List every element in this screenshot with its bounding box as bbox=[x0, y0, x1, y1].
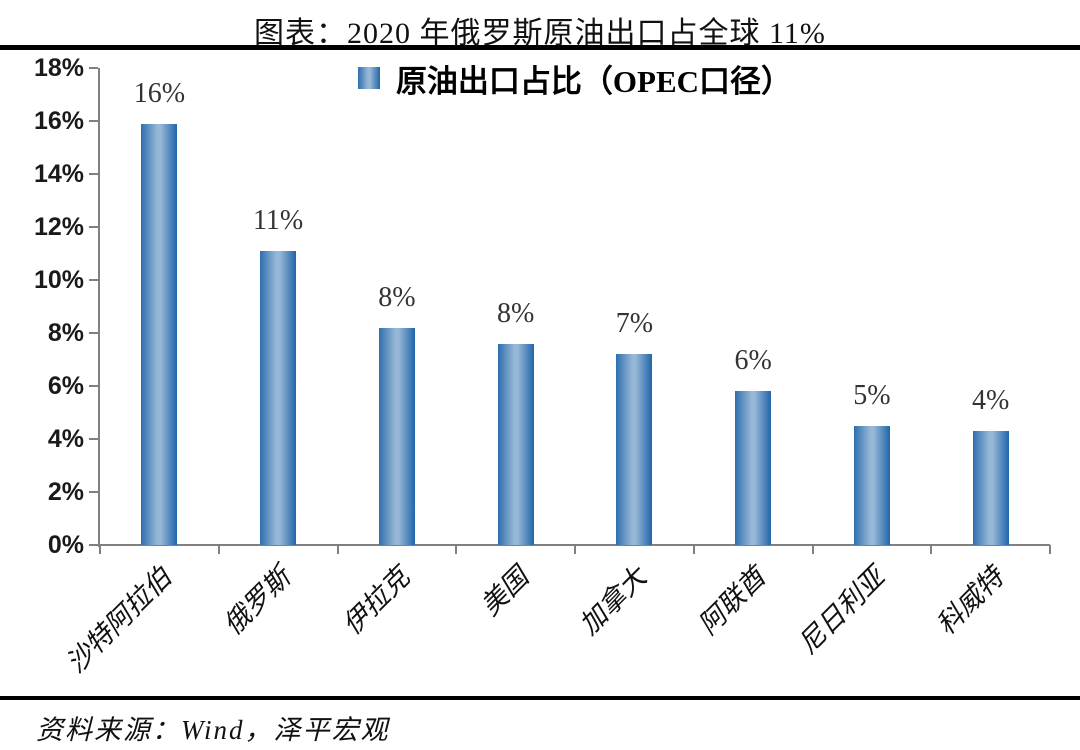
y-tick-mark bbox=[89, 120, 98, 122]
chart-legend: 原油出口占比（OPEC口径） bbox=[100, 58, 1050, 99]
y-tick-mark bbox=[89, 332, 98, 334]
bar-value-label-usa: 8% bbox=[496, 297, 535, 329]
bar-nigeria bbox=[853, 425, 890, 545]
bar-kuwait bbox=[972, 431, 1009, 545]
y-axis-tick-label: 2% bbox=[47, 478, 84, 506]
bar-iraq bbox=[378, 327, 415, 545]
y-tick-mark bbox=[89, 491, 98, 493]
x-label-nigeria: 尼日利亚 bbox=[792, 561, 891, 660]
bar-uae bbox=[735, 391, 772, 545]
y-tick-mark bbox=[89, 279, 98, 281]
bar-value-label-saudi-arabia: 16% bbox=[133, 77, 186, 109]
bar-canada bbox=[616, 354, 653, 545]
y-axis-tick-label: 12% bbox=[33, 213, 84, 241]
bar-value-label-canada: 7% bbox=[615, 308, 654, 340]
y-axis-tick-label: 10% bbox=[33, 266, 84, 294]
x-tick-mark bbox=[455, 545, 458, 554]
y-axis-tick-label: 0% bbox=[47, 531, 84, 559]
x-tick-mark bbox=[1049, 545, 1051, 554]
title-divider-rule bbox=[0, 45, 1080, 50]
source-note: 资料来源：Wind，泽平宏观 bbox=[36, 715, 390, 745]
x-tick-mark bbox=[217, 545, 220, 554]
x-label-saudi-arabia: 沙特阿拉伯 bbox=[60, 561, 178, 679]
y-axis-tick-label: 6% bbox=[47, 372, 84, 400]
bar-value-label-uae: 6% bbox=[734, 345, 772, 377]
legend-swatch-icon bbox=[357, 67, 380, 89]
y-tick-mark bbox=[89, 173, 98, 175]
bar-value-label-kuwait: 4% bbox=[971, 385, 1010, 417]
legend-label: 原油出口占比（OPEC口径） bbox=[395, 63, 793, 99]
y-axis-tick-label: 4% bbox=[47, 425, 84, 453]
x-tick-mark bbox=[692, 545, 695, 554]
y-tick-mark bbox=[89, 67, 98, 69]
x-tick-mark bbox=[811, 545, 814, 554]
y-tick-mark bbox=[89, 438, 98, 440]
bar-value-label-iraq: 8% bbox=[378, 281, 416, 313]
chart-title: 图表：2020 年俄罗斯原油出口占全球 11% bbox=[254, 17, 826, 50]
footer-divider-rule bbox=[0, 696, 1080, 700]
x-label-kuwait: 科威特 bbox=[930, 561, 1009, 641]
x-tick-mark bbox=[574, 545, 576, 554]
bar-value-label-russia: 11% bbox=[252, 204, 304, 236]
x-label-usa: 美国 bbox=[474, 561, 534, 622]
x-tick-mark bbox=[336, 545, 339, 554]
bar-saudi-arabia bbox=[141, 123, 178, 545]
x-tick-mark bbox=[99, 545, 101, 554]
bar-russia bbox=[260, 250, 297, 545]
y-tick-mark bbox=[89, 544, 98, 546]
x-label-canada: 加拿大 bbox=[574, 561, 653, 641]
y-axis-tick-label: 8% bbox=[47, 319, 84, 347]
y-axis-line bbox=[98, 68, 100, 547]
y-axis-tick-label: 14% bbox=[33, 160, 84, 188]
y-tick-mark bbox=[89, 226, 98, 228]
x-tick-mark bbox=[930, 545, 933, 554]
x-label-uae: 阿联酋 bbox=[692, 561, 772, 641]
y-axis-tick-label: 16% bbox=[33, 107, 84, 135]
x-label-iraq: 伊拉克 bbox=[336, 561, 416, 641]
bar-value-label-nigeria: 5% bbox=[853, 379, 891, 411]
y-axis-tick-label: 18% bbox=[33, 54, 84, 82]
y-tick-mark bbox=[89, 385, 98, 387]
bar-usa bbox=[497, 343, 534, 545]
x-label-russia: 俄罗斯 bbox=[217, 561, 297, 641]
